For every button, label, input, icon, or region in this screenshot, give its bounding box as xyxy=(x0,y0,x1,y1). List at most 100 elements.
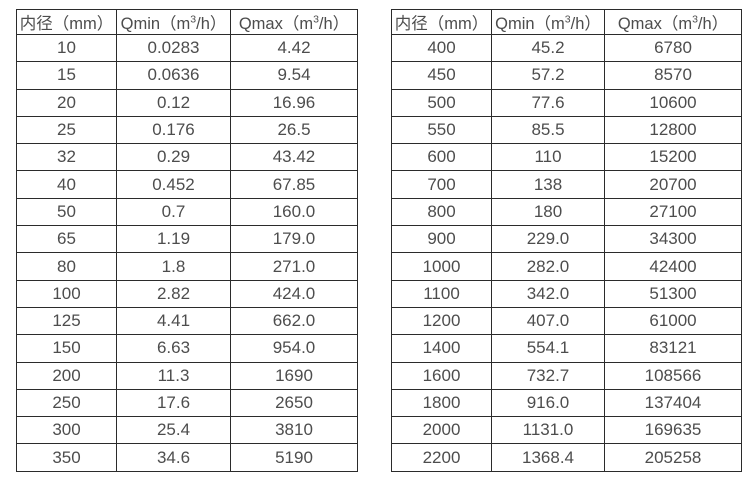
table-cell: 500 xyxy=(391,88,492,117)
table-cell: 1131.0 xyxy=(491,416,605,445)
table-cell: 17.6 xyxy=(116,388,231,418)
column-header: Qmin（m3/h） xyxy=(116,9,231,35)
table-cell: 6780 xyxy=(604,33,742,63)
table-cell: 250 xyxy=(16,388,117,418)
table-row: 10 0.0283 4.42 xyxy=(16,33,358,63)
table-cell: 67.85 xyxy=(230,170,358,199)
table-cell: 5190 xyxy=(230,443,358,472)
table-cell: 424.0 xyxy=(230,279,358,308)
table-cell: 15200 xyxy=(604,143,742,172)
table-cell: 16.96 xyxy=(230,88,358,117)
table-row: 25 0.176 26.5 xyxy=(16,115,358,145)
table-cell: 40 xyxy=(16,170,117,199)
table-row: 40 0.452 67.85 xyxy=(16,170,358,199)
table-cell: 180 xyxy=(491,197,605,227)
table-row: 65 1.19 179.0 xyxy=(16,225,358,254)
table-cell: 11.3 xyxy=(116,361,231,390)
table-cell: 205258 xyxy=(604,443,742,472)
column-header: Qmax（m3/h） xyxy=(230,9,358,35)
table-cell: 0.0636 xyxy=(116,61,231,90)
header-row: 内径（mm） Qmin（m3/h） Qmax（m3/h） xyxy=(391,9,742,35)
table-cell: 0.176 xyxy=(116,115,231,145)
table-cell: 25 xyxy=(16,115,117,145)
table-cell: 229.0 xyxy=(491,225,605,254)
table-cell: 50 xyxy=(16,197,117,227)
table-cell: 4.41 xyxy=(116,306,231,336)
table-row: 800 180 27100 xyxy=(391,197,742,227)
table-cell: 10600 xyxy=(604,88,742,117)
table-cell: 108566 xyxy=(604,361,742,390)
table-row: 1100 342.0 51300 xyxy=(391,279,742,308)
table-row: 1600 732.7 108566 xyxy=(391,361,742,390)
table-cell: 550 xyxy=(391,115,492,145)
table-cell: 0.12 xyxy=(116,88,231,117)
table-cell: 0.0283 xyxy=(116,33,231,63)
table-row: 1800 916.0 137404 xyxy=(391,388,742,418)
flow-table-large-diameters: 内径（mm） Qmin（m3/h） Qmax（m3/h） 400 45.2 6780 45… xyxy=(391,9,742,472)
table-row: 1200 407.0 61000 xyxy=(391,306,742,336)
table-cell: 20 xyxy=(16,88,117,117)
table-cell: 900 xyxy=(391,225,492,254)
table-row: 125 4.41 662.0 xyxy=(16,306,358,336)
table-row: 50 0.7 160.0 xyxy=(16,197,358,227)
table-cell: 0.29 xyxy=(116,143,231,172)
table-cell: 8570 xyxy=(604,61,742,90)
table-row: 15 0.0636 9.54 xyxy=(16,61,358,90)
table-cell: 282.0 xyxy=(491,252,605,281)
table-cell: 0.452 xyxy=(116,170,231,199)
table-cell: 51300 xyxy=(604,279,742,308)
table-cell: 10 xyxy=(16,33,117,63)
table-row: 2200 1368.4 205258 xyxy=(391,443,742,472)
table-cell: 45.2 xyxy=(491,33,605,63)
table-cell: 1200 xyxy=(391,306,492,336)
table-cell: 110 xyxy=(491,143,605,172)
table-cell: 600 xyxy=(391,143,492,172)
table-cell: 700 xyxy=(391,170,492,199)
table-cell: 34300 xyxy=(604,225,742,254)
table-cell: 25.4 xyxy=(116,416,231,445)
table-cell: 1368.4 xyxy=(491,443,605,472)
table-cell: 3810 xyxy=(230,416,358,445)
table-cell: 15 xyxy=(16,61,117,90)
table-cell: 27100 xyxy=(604,197,742,227)
table-cell: 34.6 xyxy=(116,443,231,472)
table-cell: 407.0 xyxy=(491,306,605,336)
table-cell: 1.8 xyxy=(116,252,231,281)
table-cell: 1800 xyxy=(391,388,492,418)
table-cell: 954.0 xyxy=(230,334,358,363)
table-cell: 450 xyxy=(391,61,492,90)
column-header: 内径（mm） xyxy=(391,9,492,35)
table-cell: 1600 xyxy=(391,361,492,390)
table-cell: 2000 xyxy=(391,416,492,445)
table-row: 1000 282.0 42400 xyxy=(391,252,742,281)
table-cell: 85.5 xyxy=(491,115,605,145)
table-cell: 150 xyxy=(16,334,117,363)
table-cell: 916.0 xyxy=(491,388,605,418)
table-cell: 4.42 xyxy=(230,33,358,63)
table-cell: 20700 xyxy=(604,170,742,199)
table-row: 1400 554.1 83121 xyxy=(391,334,742,363)
table-row: 900 229.0 34300 xyxy=(391,225,742,254)
table-cell: 125 xyxy=(16,306,117,336)
table-row: 300 25.4 3810 xyxy=(16,416,358,445)
table-cell: 43.42 xyxy=(230,143,358,172)
header-row: 内径（mm） Qmin（m3/h） Qmax（m3/h） xyxy=(16,9,358,35)
table-cell: 1.19 xyxy=(116,225,231,254)
table-cell: 342.0 xyxy=(491,279,605,308)
table-cell: 32 xyxy=(16,143,117,172)
table-cell: 2650 xyxy=(230,388,358,418)
column-header: 内径（mm） xyxy=(16,9,117,35)
table-cell: 42400 xyxy=(604,252,742,281)
table-cell: 732.7 xyxy=(491,361,605,390)
table-cell: 12800 xyxy=(604,115,742,145)
table-row: 700 138 20700 xyxy=(391,170,742,199)
table-cell: 1400 xyxy=(391,334,492,363)
table-row: 100 2.82 424.0 xyxy=(16,279,358,308)
table-row: 450 57.2 8570 xyxy=(391,61,742,90)
column-header: Qmax（m3/h） xyxy=(604,9,742,35)
table-cell: 61000 xyxy=(604,306,742,336)
table-cell: 57.2 xyxy=(491,61,605,90)
table-cell: 200 xyxy=(16,361,117,390)
table-row: 500 77.6 10600 xyxy=(391,88,742,117)
table-cell: 271.0 xyxy=(230,252,358,281)
